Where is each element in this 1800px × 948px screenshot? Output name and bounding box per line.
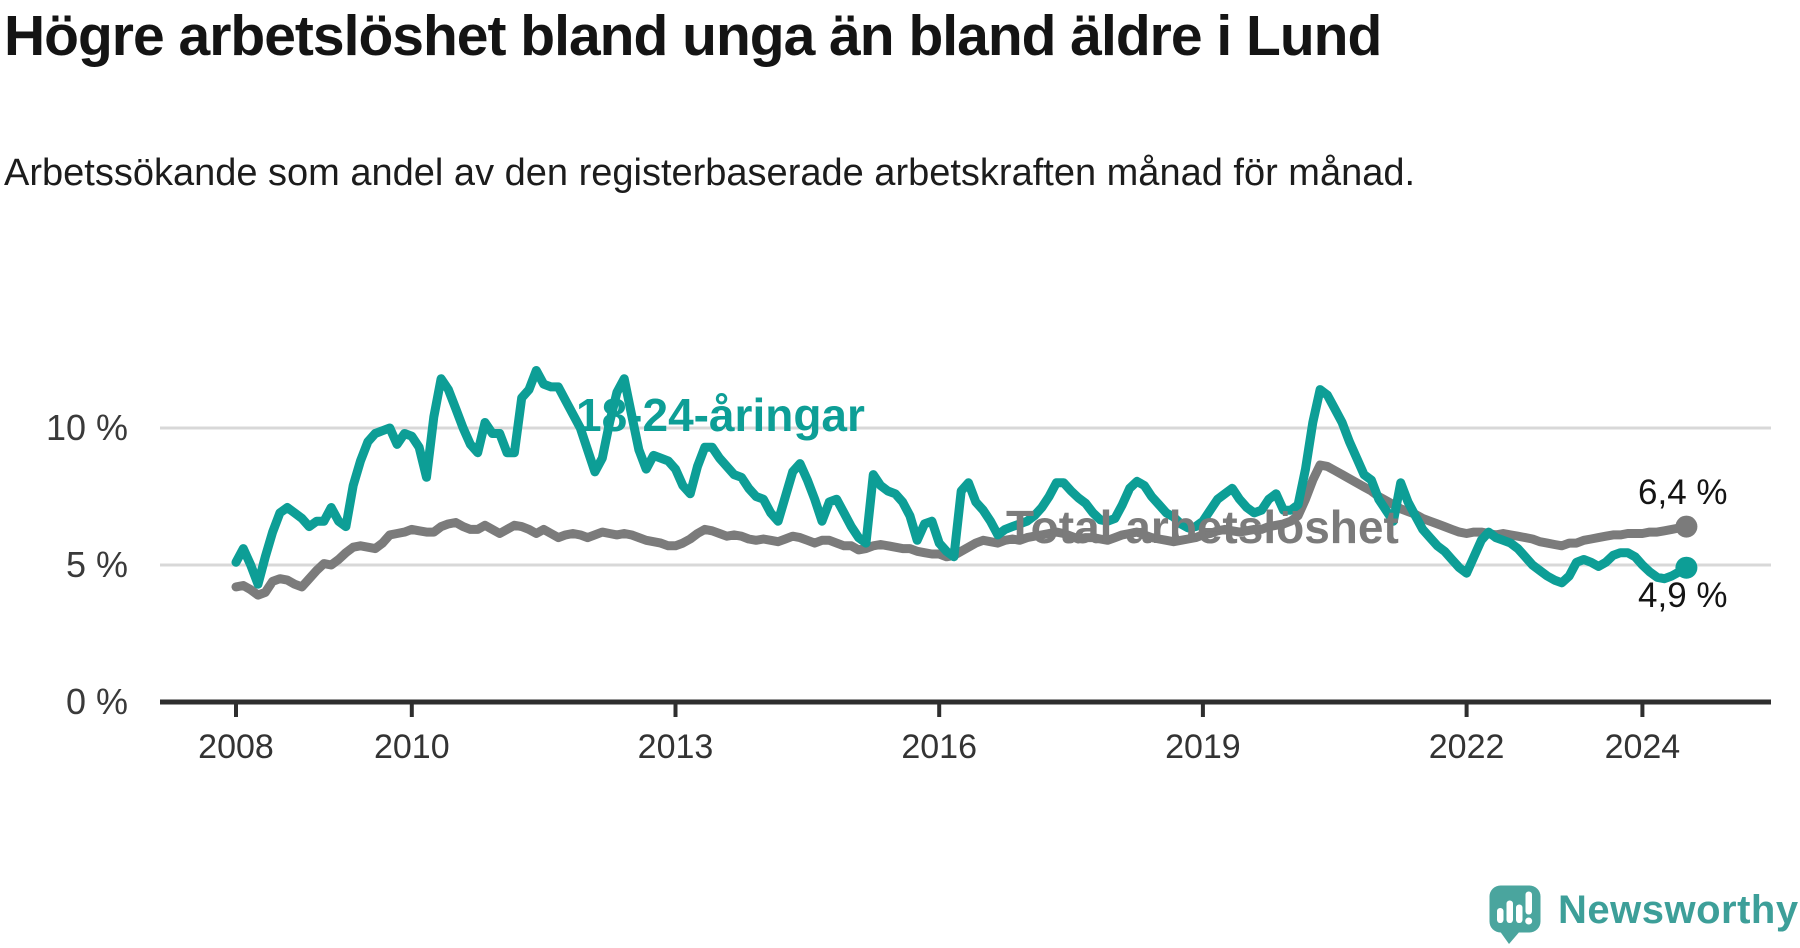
y-axis-label-5: 5 %: [65, 544, 128, 585]
y-axis-label-10: 10 %: [45, 407, 128, 448]
series-line-youth: [231, 366, 1691, 589]
x-axis-label-2010: 2010: [373, 728, 450, 766]
logo-bar-3: [1516, 904, 1523, 923]
x-axis-label-2024: 2024: [1604, 728, 1681, 766]
end-value-label-youth: 4,9 %: [1638, 576, 1728, 615]
end-value-label-total: 6,4 %: [1638, 473, 1728, 512]
page-subtitle: Arbetssökande som andel av den registerb…: [4, 152, 1416, 194]
newsworthy-logo: Newsworthy: [1488, 884, 1799, 946]
logo-exclamation-bar: [1525, 891, 1532, 915]
logo-exclamation-dot: [1525, 917, 1533, 925]
series-line-total: [231, 460, 1691, 600]
y-axis-label-0: 0 %: [65, 681, 128, 722]
logo-bubble: [1489, 885, 1541, 933]
x-axis-label-2016: 2016: [901, 728, 977, 766]
x-axis-label-2008: 2008: [198, 728, 274, 766]
logo-bubble-tail: [1499, 930, 1521, 944]
logo-bar-1: [1497, 908, 1504, 923]
series-label-youth: 18-24-åringar: [576, 389, 865, 441]
end-dot-youth: [1675, 556, 1698, 579]
page-title: Högre arbetslöshet bland unga än bland ä…: [4, 4, 1382, 68]
logo-bar-2: [1506, 900, 1513, 923]
x-axis-label-2013: 2013: [637, 728, 714, 766]
newsworthy-logo-text: Newsworthy: [1558, 888, 1799, 932]
end-dot-total: [1675, 515, 1698, 538]
newsworthy-logo-icon: [1489, 885, 1541, 944]
x-axis-label-2019: 2019: [1165, 728, 1241, 766]
x-axis-label-2022: 2022: [1428, 728, 1505, 766]
series-label-total: Total arbetslöshet: [1006, 501, 1399, 553]
